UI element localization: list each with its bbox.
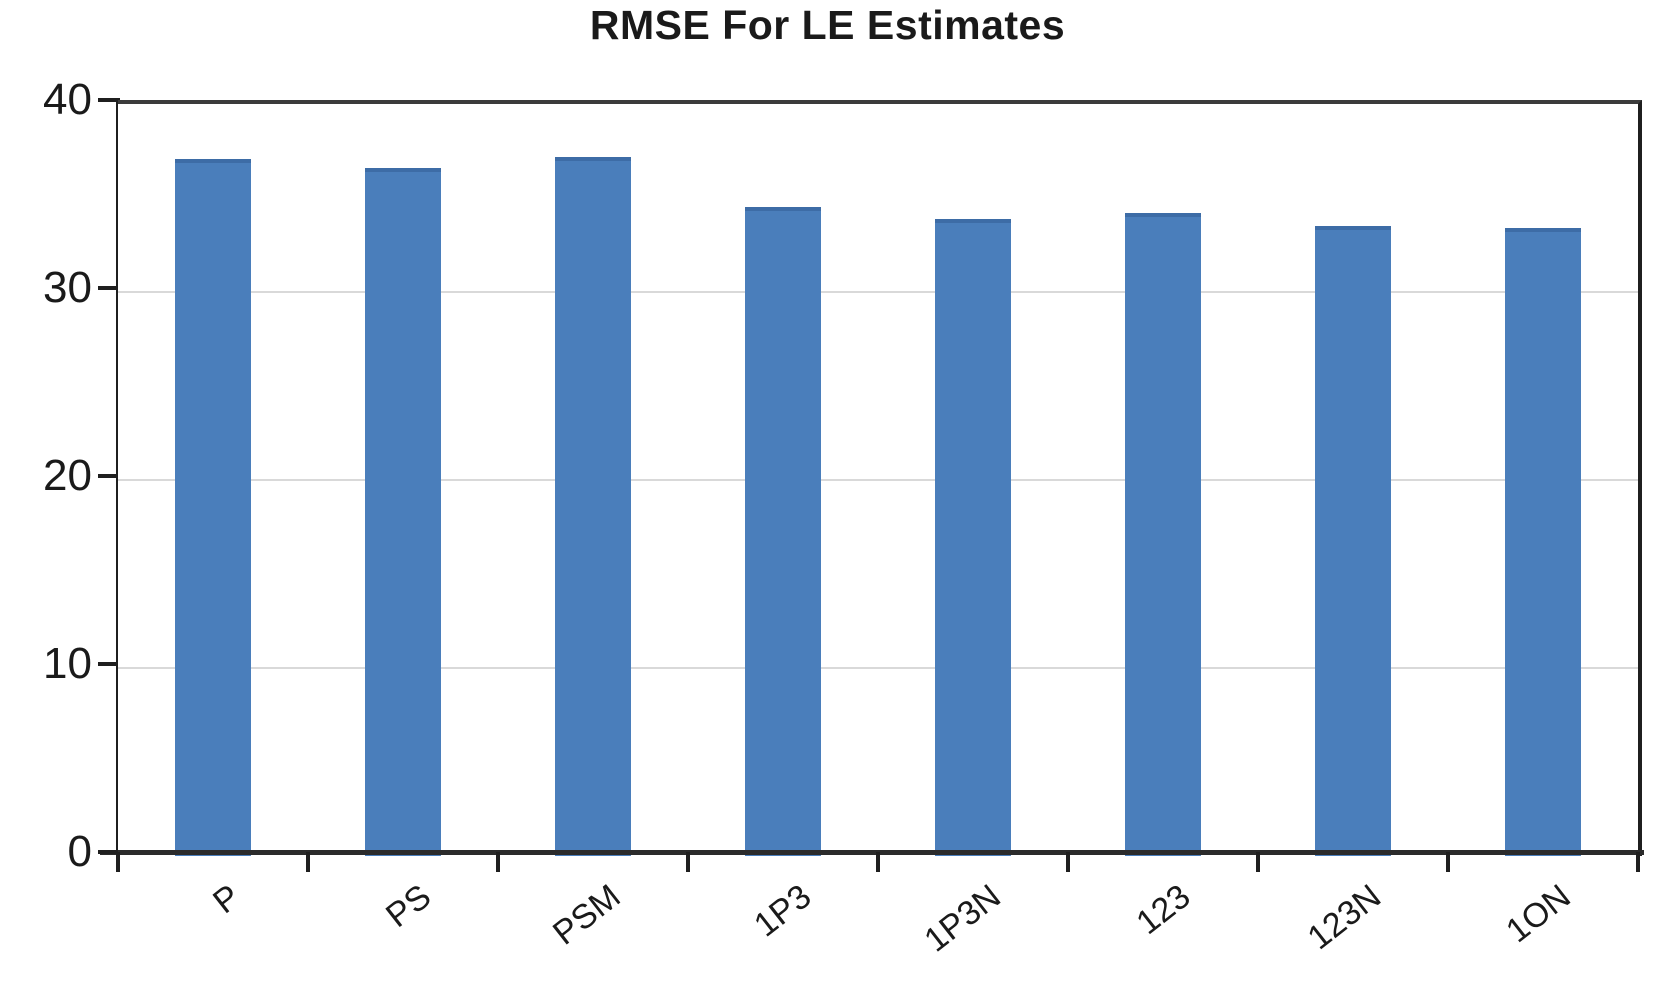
x-tick-label-P: P — [206, 877, 248, 922]
y-tick-label-30: 30 — [43, 263, 92, 312]
x-tick-0 — [116, 852, 120, 872]
y-tick-label-20: 20 — [43, 451, 92, 500]
x-tick-label-PS: PS — [378, 877, 438, 936]
x-tick-label-1P3: 1P3 — [746, 877, 818, 945]
y-tick-40 — [98, 98, 118, 102]
x-tick-6 — [1256, 852, 1260, 872]
x-tick-4 — [876, 852, 880, 872]
x-tick-2 — [496, 852, 500, 872]
plot-area — [118, 100, 1642, 856]
bar-1P3N — [935, 219, 1011, 856]
gridline-y-30 — [118, 291, 1638, 293]
bar-PSM — [555, 157, 631, 856]
y-tick-label-0: 0 — [67, 827, 92, 876]
bar-PS — [365, 168, 441, 856]
y-tick-10 — [98, 662, 118, 666]
bar-123 — [1125, 213, 1201, 856]
x-tick-7 — [1446, 852, 1450, 872]
y-tick-30 — [98, 286, 118, 290]
bar-123N — [1315, 226, 1391, 856]
bar-1ON — [1505, 228, 1581, 856]
y-tick-label-40: 40 — [43, 75, 92, 124]
y-tick-label-10: 10 — [43, 639, 92, 688]
y-tick-0 — [98, 850, 118, 854]
y-tick-20 — [98, 474, 118, 478]
x-tick-5 — [1066, 852, 1070, 872]
x-tick-8 — [1636, 852, 1640, 872]
x-tick-label-1ON: 1ON — [1499, 877, 1578, 951]
x-tick-1 — [306, 852, 310, 872]
x-axis-line — [100, 850, 1644, 855]
gridline-y-10 — [118, 667, 1638, 669]
x-tick-label-123N: 123N — [1300, 877, 1388, 958]
chart-title: RMSE For LE Estimates — [589, 2, 1066, 48]
x-tick-label-123: 123 — [1129, 877, 1198, 943]
bar-P — [175, 159, 251, 856]
x-tick-label-1P3N: 1P3N — [917, 877, 1008, 960]
bar-1P3 — [745, 207, 821, 856]
gridline-y-20 — [118, 479, 1638, 481]
x-tick-3 — [686, 852, 690, 872]
x-tick-label-PSM: PSM — [546, 877, 628, 953]
